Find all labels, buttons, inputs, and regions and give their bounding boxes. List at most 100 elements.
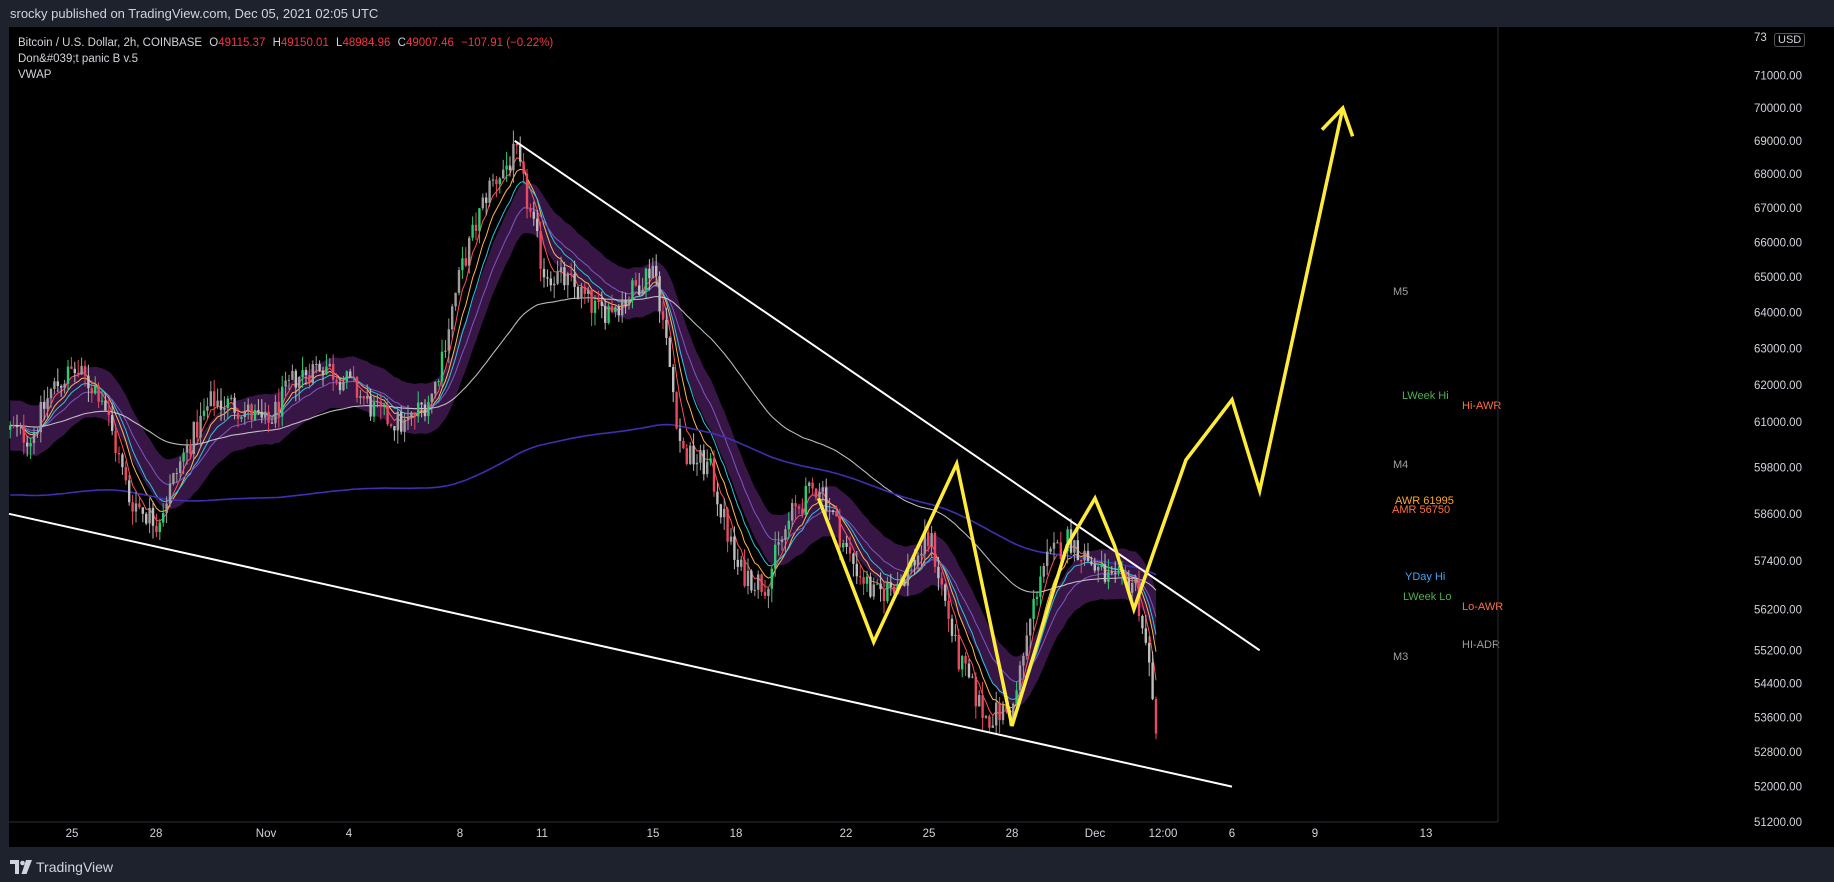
candle-body bbox=[9, 425, 12, 430]
candle-body bbox=[400, 411, 403, 432]
ohlc-close: C49007.46 bbox=[397, 37, 454, 49]
candle-body bbox=[87, 375, 90, 389]
price-axis: 71000.00 70000.00 69000.00 68000.00 67000.00… bbox=[1497, 27, 1802, 829]
candle-body bbox=[454, 292, 457, 307]
candle-body bbox=[1056, 542, 1059, 544]
publisher-text: srocky published on TradingView.com, Dec… bbox=[10, 6, 379, 21]
price-tick-label: 56200.00 bbox=[1754, 604, 1802, 616]
price-tick-label: 52800.00 bbox=[1754, 747, 1802, 759]
candle-body bbox=[117, 453, 121, 455]
candle-body bbox=[879, 583, 882, 590]
candle-body bbox=[1073, 540, 1076, 553]
candle-body bbox=[1012, 703, 1015, 719]
candle-body bbox=[699, 450, 702, 463]
candle-body bbox=[325, 366, 328, 375]
candle-body bbox=[920, 553, 923, 556]
candle-body bbox=[440, 351, 444, 382]
ohlc-high: H49150.01 bbox=[272, 37, 329, 49]
time-tick-label: 4 bbox=[346, 828, 353, 840]
candle-body bbox=[383, 404, 386, 408]
price-tick-label: 59800.00 bbox=[1754, 463, 1802, 475]
candle-body bbox=[410, 412, 413, 418]
time-tick-label: 13 bbox=[1420, 828, 1433, 840]
candle-body bbox=[672, 366, 675, 393]
candle-body bbox=[529, 208, 532, 212]
candle-body bbox=[485, 197, 488, 203]
time-tick-label: 12:00 bbox=[1149, 828, 1178, 840]
candle-body bbox=[1124, 570, 1127, 578]
candle-body bbox=[182, 452, 185, 462]
candle-body bbox=[505, 165, 508, 170]
candle-body bbox=[859, 576, 862, 578]
price-tick-label: 57400.00 bbox=[1754, 556, 1802, 568]
candle-body bbox=[185, 444, 189, 453]
candle-body bbox=[542, 268, 546, 278]
candle-body bbox=[726, 508, 729, 542]
candle-body bbox=[927, 532, 930, 546]
candle-body bbox=[121, 454, 124, 468]
candle-body bbox=[474, 224, 478, 232]
candle-body bbox=[70, 366, 73, 369]
candle-body bbox=[66, 366, 70, 384]
annotation-label: AMR 56750 bbox=[1392, 504, 1450, 516]
candle-body bbox=[90, 388, 93, 394]
candle-body bbox=[855, 563, 858, 577]
candle-body bbox=[570, 273, 573, 275]
candle-body bbox=[967, 663, 971, 678]
candle-body bbox=[1151, 662, 1154, 700]
candle-body bbox=[56, 381, 59, 387]
candle-body bbox=[389, 424, 393, 427]
candle-body bbox=[988, 716, 991, 728]
tradingview-logo[interactable]: TradingView bbox=[10, 859, 113, 875]
candle-body bbox=[522, 161, 525, 174]
candle-body bbox=[362, 396, 365, 399]
time-tick-label: 22 bbox=[840, 828, 853, 840]
candle-body bbox=[189, 444, 192, 454]
candle-body bbox=[311, 364, 314, 384]
time-tick-label: 28 bbox=[150, 828, 163, 840]
tradingview-brand: TradingView bbox=[36, 859, 114, 875]
publisher-header: srocky published on TradingView.com, Dec… bbox=[0, 0, 1834, 27]
candle-body bbox=[818, 491, 821, 498]
candle-body bbox=[219, 400, 223, 410]
ohlc-low: L48984.96 bbox=[336, 37, 391, 49]
candle-body bbox=[26, 442, 29, 447]
candle-body bbox=[338, 381, 342, 391]
candle-body bbox=[692, 445, 695, 465]
candle-body bbox=[1015, 690, 1018, 704]
candle-body bbox=[1148, 642, 1151, 663]
candle-body bbox=[583, 286, 586, 294]
annotation-label: M4 bbox=[1393, 459, 1408, 471]
candle-body bbox=[780, 539, 784, 543]
candle-body bbox=[80, 365, 83, 375]
currency-badge[interactable]: USD bbox=[1774, 33, 1806, 47]
indicator-2-label[interactable]: VWAP bbox=[18, 69, 52, 81]
candle-body bbox=[862, 577, 865, 584]
candle-body bbox=[15, 425, 19, 427]
candle-body bbox=[729, 536, 733, 542]
candle-body bbox=[825, 487, 828, 512]
annotation-label: M5 bbox=[1393, 286, 1408, 298]
candle-body bbox=[250, 404, 253, 421]
chart-area[interactable] bbox=[9, 27, 1834, 847]
candle-body bbox=[791, 503, 794, 521]
candle-body bbox=[376, 401, 379, 403]
candle-body bbox=[1083, 550, 1086, 561]
candle-body bbox=[94, 385, 97, 394]
candle-body bbox=[838, 516, 841, 548]
time-tick-label: 11 bbox=[536, 828, 548, 840]
candle-body bbox=[937, 566, 940, 579]
candle-body bbox=[736, 559, 739, 567]
candle-body bbox=[590, 289, 593, 313]
price-tick-label: 65000.00 bbox=[1754, 272, 1802, 284]
indicator-1-label[interactable]: Don&#039;t panic B v.5 bbox=[18, 53, 138, 65]
footer-bar: TradingView bbox=[0, 852, 1834, 882]
price-tick-label: 69000.00 bbox=[1754, 136, 1802, 148]
candle-body bbox=[491, 179, 495, 181]
candle-body bbox=[257, 410, 260, 412]
candle-body bbox=[206, 406, 209, 411]
candle-body bbox=[821, 487, 824, 492]
candle-body bbox=[1025, 635, 1028, 656]
candle-body bbox=[1144, 628, 1147, 643]
